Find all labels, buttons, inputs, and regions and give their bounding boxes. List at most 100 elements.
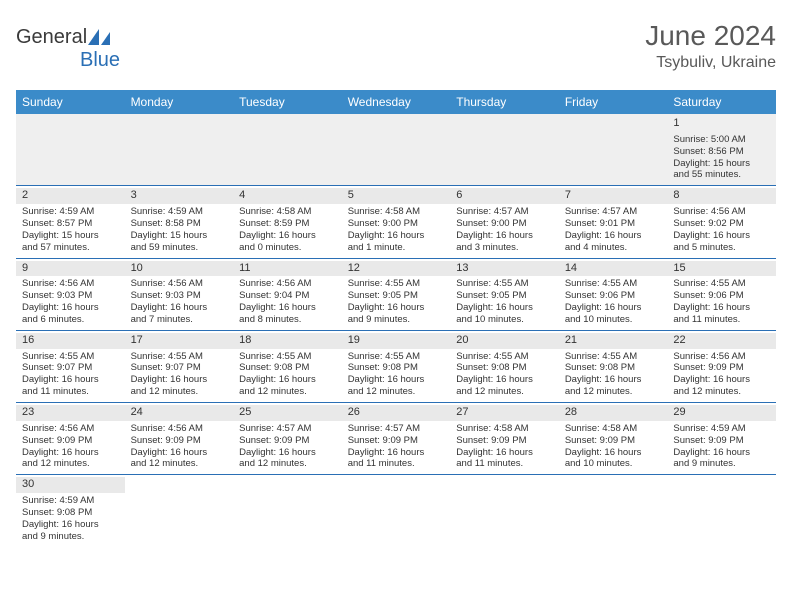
- daylight-text: Daylight: 16 hours: [456, 302, 553, 314]
- day-number: 15: [667, 261, 776, 277]
- day-number: 11: [233, 261, 342, 277]
- sunrise-text: Sunrise: 4:56 AM: [22, 278, 119, 290]
- page-title: June 2024: [645, 20, 776, 52]
- day-number: 23: [16, 405, 125, 421]
- day-number: 2: [16, 188, 125, 204]
- daylight-text: and 11 minutes.: [348, 458, 445, 470]
- dayname: Tuesday: [233, 90, 342, 114]
- calendar-cell: 25Sunrise: 4:57 AMSunset: 9:09 PMDayligh…: [233, 403, 342, 475]
- daylight-text: and 11 minutes.: [673, 314, 770, 326]
- sunset-text: Sunset: 9:08 PM: [348, 362, 445, 374]
- sunset-text: Sunset: 8:56 PM: [673, 146, 770, 158]
- sunrise-text: Sunrise: 4:58 AM: [239, 206, 336, 218]
- calendar-cell: 24Sunrise: 4:56 AMSunset: 9:09 PMDayligh…: [125, 403, 234, 475]
- sunrise-text: Sunrise: 4:55 AM: [131, 351, 228, 363]
- calendar-body: 1Sunrise: 5:00 AMSunset: 8:56 PMDaylight…: [16, 114, 776, 547]
- sunrise-text: Sunrise: 4:59 AM: [22, 206, 119, 218]
- calendar-cell: [125, 114, 234, 186]
- sunrise-text: Sunrise: 4:57 AM: [565, 206, 662, 218]
- calendar-cell: 15Sunrise: 4:55 AMSunset: 9:06 PMDayligh…: [667, 258, 776, 330]
- daylight-text: and 10 minutes.: [565, 314, 662, 326]
- brand-general: General: [16, 26, 87, 48]
- daylight-text: Daylight: 16 hours: [239, 302, 336, 314]
- day-number: 6: [450, 188, 559, 204]
- daylight-text: and 8 minutes.: [239, 314, 336, 326]
- sunrise-text: Sunrise: 4:55 AM: [673, 278, 770, 290]
- dayname: Wednesday: [342, 90, 451, 114]
- day-number: 8: [667, 188, 776, 204]
- day-number: 3: [125, 188, 234, 204]
- brand-logo: GeneralBlue: [16, 20, 120, 72]
- daylight-text: and 55 minutes.: [673, 169, 770, 181]
- calendar-cell: [450, 114, 559, 186]
- calendar-week: 16Sunrise: 4:55 AMSunset: 9:07 PMDayligh…: [16, 330, 776, 402]
- sunset-text: Sunset: 9:05 PM: [456, 290, 553, 302]
- daylight-text: and 10 minutes.: [456, 314, 553, 326]
- day-number: 26: [342, 405, 451, 421]
- sunrise-text: Sunrise: 4:55 AM: [565, 351, 662, 363]
- sunrise-text: Sunrise: 4:55 AM: [565, 278, 662, 290]
- sunrise-text: Sunrise: 4:56 AM: [673, 206, 770, 218]
- day-number: 4: [233, 188, 342, 204]
- calendar-cell: 20Sunrise: 4:55 AMSunset: 9:08 PMDayligh…: [450, 330, 559, 402]
- calendar-cell: 14Sunrise: 4:55 AMSunset: 9:06 PMDayligh…: [559, 258, 668, 330]
- sunset-text: Sunset: 9:02 PM: [673, 218, 770, 230]
- day-number: 9: [16, 261, 125, 277]
- sunrise-text: Sunrise: 4:59 AM: [131, 206, 228, 218]
- calendar-cell: 9Sunrise: 4:56 AMSunset: 9:03 PMDaylight…: [16, 258, 125, 330]
- calendar-week: 30Sunrise: 4:59 AMSunset: 9:08 PMDayligh…: [16, 475, 776, 547]
- daylight-text: Daylight: 16 hours: [673, 230, 770, 242]
- dayname: Thursday: [450, 90, 559, 114]
- daylight-text: Daylight: 16 hours: [348, 302, 445, 314]
- calendar-cell: 11Sunrise: 4:56 AMSunset: 9:04 PMDayligh…: [233, 258, 342, 330]
- calendar-cell: [667, 475, 776, 547]
- dayname-row: Sunday Monday Tuesday Wednesday Thursday…: [16, 90, 776, 114]
- calendar-cell: 18Sunrise: 4:55 AMSunset: 9:08 PMDayligh…: [233, 330, 342, 402]
- sunset-text: Sunset: 8:58 PM: [131, 218, 228, 230]
- day-number: 18: [233, 333, 342, 349]
- daylight-text: and 12 minutes.: [22, 458, 119, 470]
- sunset-text: Sunset: 9:09 PM: [131, 435, 228, 447]
- sunrise-text: Sunrise: 4:58 AM: [565, 423, 662, 435]
- daylight-text: Daylight: 15 hours: [673, 158, 770, 170]
- dayname: Monday: [125, 90, 234, 114]
- day-number: 10: [125, 261, 234, 277]
- calendar-cell: 10Sunrise: 4:56 AMSunset: 9:03 PMDayligh…: [125, 258, 234, 330]
- calendar-week: 2Sunrise: 4:59 AMSunset: 8:57 PMDaylight…: [16, 186, 776, 258]
- daylight-text: and 4 minutes.: [565, 242, 662, 254]
- calendar-cell: 23Sunrise: 4:56 AMSunset: 9:09 PMDayligh…: [16, 403, 125, 475]
- sunset-text: Sunset: 9:09 PM: [673, 362, 770, 374]
- daylight-text: and 10 minutes.: [565, 458, 662, 470]
- day-number: 21: [559, 333, 668, 349]
- calendar-cell: 27Sunrise: 4:58 AMSunset: 9:09 PMDayligh…: [450, 403, 559, 475]
- daylight-text: and 3 minutes.: [456, 242, 553, 254]
- sunset-text: Sunset: 9:09 PM: [456, 435, 553, 447]
- sunrise-text: Sunrise: 4:55 AM: [456, 351, 553, 363]
- daylight-text: Daylight: 16 hours: [565, 447, 662, 459]
- day-number: 20: [450, 333, 559, 349]
- daylight-text: Daylight: 16 hours: [565, 374, 662, 386]
- brand-text: GeneralBlue: [16, 26, 120, 72]
- daylight-text: Daylight: 15 hours: [22, 230, 119, 242]
- sunrise-text: Sunrise: 4:56 AM: [131, 278, 228, 290]
- sunrise-text: Sunrise: 4:55 AM: [348, 278, 445, 290]
- daylight-text: Daylight: 16 hours: [131, 374, 228, 386]
- calendar-cell: 28Sunrise: 4:58 AMSunset: 9:09 PMDayligh…: [559, 403, 668, 475]
- calendar-page: GeneralBlue June 2024 Tsybuliv, Ukraine …: [0, 0, 792, 557]
- calendar-cell: 3Sunrise: 4:59 AMSunset: 8:58 PMDaylight…: [125, 186, 234, 258]
- day-number: 25: [233, 405, 342, 421]
- sunset-text: Sunset: 9:06 PM: [565, 290, 662, 302]
- sunrise-text: Sunrise: 4:55 AM: [456, 278, 553, 290]
- daylight-text: and 9 minutes.: [22, 531, 119, 543]
- daylight-text: Daylight: 16 hours: [565, 230, 662, 242]
- sunset-text: Sunset: 8:59 PM: [239, 218, 336, 230]
- dayname: Saturday: [667, 90, 776, 114]
- day-number: 29: [667, 405, 776, 421]
- day-number: 13: [450, 261, 559, 277]
- daylight-text: Daylight: 16 hours: [22, 302, 119, 314]
- daylight-text: Daylight: 16 hours: [673, 447, 770, 459]
- daylight-text: and 1 minute.: [348, 242, 445, 254]
- day-number: 22: [667, 333, 776, 349]
- day-number: 27: [450, 405, 559, 421]
- sunset-text: Sunset: 9:07 PM: [22, 362, 119, 374]
